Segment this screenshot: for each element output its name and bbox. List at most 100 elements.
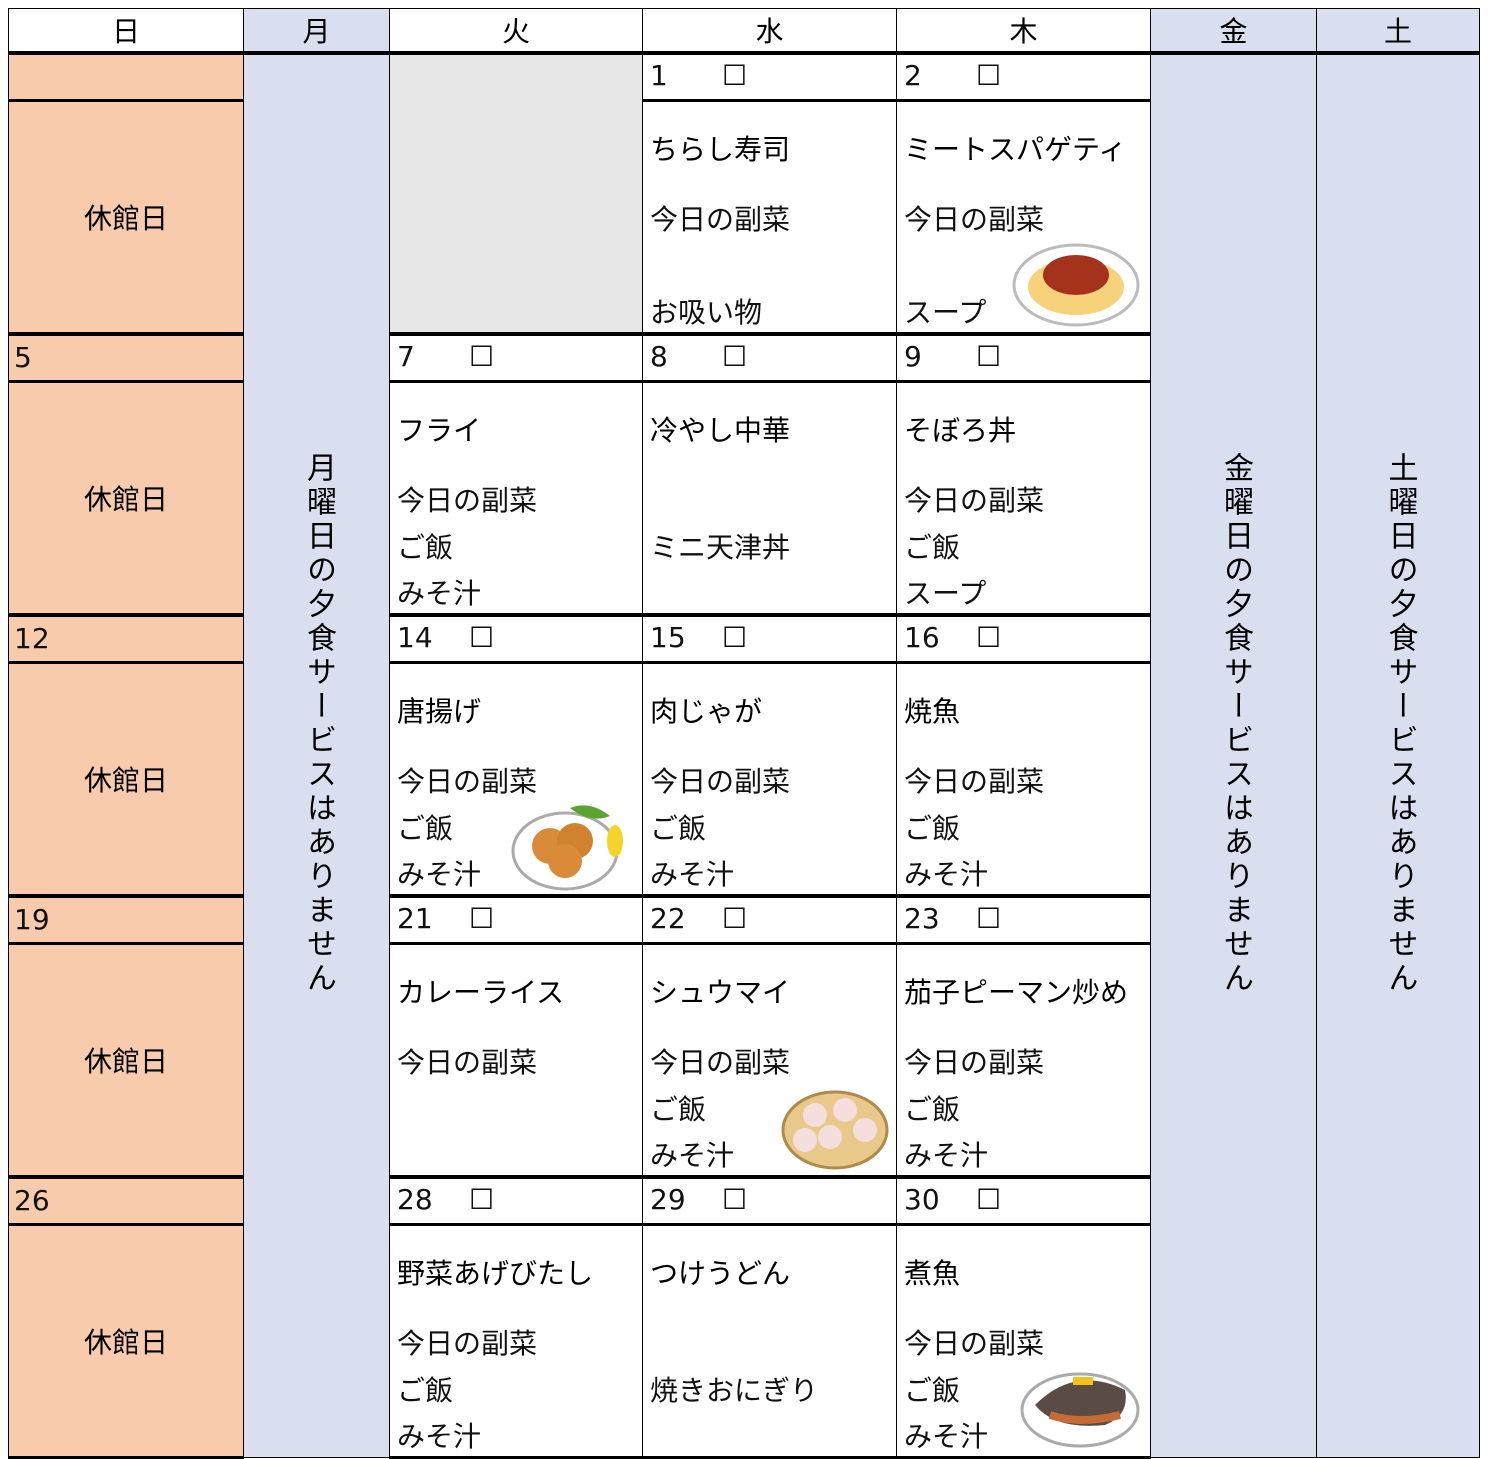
date-cell <box>642 616 897 663</box>
menu-item: みそ汁 <box>397 858 482 891</box>
menu-item: スープ <box>904 577 987 610</box>
menu-item: スープ <box>904 296 987 329</box>
date: 15 <box>650 621 686 654</box>
date: 28 <box>397 1183 433 1216</box>
sunday-date-cell <box>8 616 244 663</box>
date-cell <box>896 616 1151 663</box>
date: 29 <box>650 1183 686 1216</box>
menu-cell <box>896 944 1151 1178</box>
main-dish: フライ <box>397 414 482 447</box>
date: 19 <box>14 903 50 936</box>
menu-item: みそ汁 <box>650 858 735 891</box>
menu-cell <box>896 663 1151 897</box>
menu-item: ご飯 <box>650 1093 707 1126</box>
menu-cell <box>389 944 643 1178</box>
header-cell: 月 <box>243 8 390 54</box>
menu-item: ミニ天津丼 <box>650 531 791 564</box>
date: 30 <box>904 1183 940 1216</box>
sunday-date-cell <box>8 1178 244 1225</box>
date: 9 <box>904 340 922 373</box>
date: 26 <box>14 1184 50 1217</box>
menu-item: 今日の副菜 <box>397 1046 538 1079</box>
date: 5 <box>14 341 32 374</box>
main-dish: 煮魚 <box>904 1257 961 1290</box>
date-cell <box>389 616 643 663</box>
menu-item: みそ汁 <box>904 1139 989 1172</box>
date-cell <box>642 1178 897 1225</box>
main-dish: カレーライス <box>397 976 565 1009</box>
checkbox: ☐ <box>469 902 495 935</box>
food-illustration <box>781 1090 889 1170</box>
closed-cell: 休館日 <box>8 1225 244 1459</box>
notice-text: 月曜日の夕食サービスはありません <box>301 452 336 996</box>
main-dish: 茄子ピーマン炒め <box>904 976 1129 1009</box>
checkbox: ☐ <box>722 59 748 92</box>
empty-cell <box>389 54 643 335</box>
menu-item: ご飯 <box>650 812 707 845</box>
menu-item: みそ汁 <box>397 577 482 610</box>
menu-item: 今日の副菜 <box>397 484 538 517</box>
menu-cell <box>389 1225 643 1459</box>
date: 16 <box>904 621 940 654</box>
menu-item: お吸い物 <box>650 296 763 329</box>
date: 14 <box>397 621 433 654</box>
header-cell: 火 <box>389 8 643 54</box>
main-dish: 唐揚げ <box>397 695 482 728</box>
main-dish: シュウマイ <box>650 976 791 1009</box>
header-cell: 日 <box>8 8 244 54</box>
date: 2 <box>904 59 922 92</box>
menu-cell <box>642 1225 897 1459</box>
menu-item: 今日の副菜 <box>397 1327 538 1360</box>
menu-item: ご飯 <box>904 812 961 845</box>
menu-item: 今日の副菜 <box>397 765 538 798</box>
menu-item: みそ汁 <box>397 1420 482 1453</box>
date-cell <box>896 54 1151 101</box>
date: 22 <box>650 902 686 935</box>
menu-item: 今日の副菜 <box>904 765 1045 798</box>
main-dish: 焼魚 <box>904 695 961 728</box>
menu-cell <box>642 101 897 335</box>
date-cell <box>896 335 1151 382</box>
date: 23 <box>904 902 940 935</box>
checkbox: ☐ <box>976 340 1002 373</box>
checkbox: ☐ <box>976 902 1002 935</box>
checkbox: ☐ <box>976 1183 1002 1216</box>
header-cell: 金 <box>1150 8 1317 54</box>
date-cell <box>896 897 1151 944</box>
closed-cell: 休館日 <box>8 944 244 1178</box>
main-dish: つけうどん <box>650 1257 791 1290</box>
menu-cell <box>896 382 1151 616</box>
closed-cell: 休館日 <box>8 101 244 335</box>
menu-cell <box>389 382 643 616</box>
menu-item: みそ汁 <box>650 1139 735 1172</box>
main-dish: そぼろ丼 <box>904 414 1017 447</box>
date-cell <box>896 1178 1151 1225</box>
menu-item: 今日の副菜 <box>904 1046 1045 1079</box>
sunday-date-cell <box>8 54 244 101</box>
sunday-date-cell <box>8 897 244 944</box>
main-dish: 冷やし中華 <box>650 414 791 447</box>
menu-item: みそ汁 <box>904 858 989 891</box>
checkbox: ☐ <box>469 340 495 373</box>
main-dish: ミートスパゲティ <box>904 133 1127 166</box>
menu-item: 今日の副菜 <box>650 203 791 236</box>
date-cell <box>389 335 643 382</box>
menu-item: 今日の副菜 <box>904 1327 1045 1360</box>
checkbox: ☐ <box>722 340 748 373</box>
menu-item: ご飯 <box>397 812 454 845</box>
checkbox: ☐ <box>722 1183 748 1216</box>
menu-item: 今日の副菜 <box>904 203 1045 236</box>
menu-item: みそ汁 <box>904 1420 989 1453</box>
date: 21 <box>397 902 433 935</box>
notice-text: 金曜日の夕食サービスはありません <box>1218 452 1253 996</box>
food-illustration <box>1020 1372 1140 1448</box>
closed-cell: 休館日 <box>8 663 244 897</box>
menu-item: 今日の副菜 <box>650 765 791 798</box>
notice-text: 土曜日の夕食サービスはありません <box>1382 452 1418 996</box>
header-cell: 水 <box>642 8 897 54</box>
header-cell: 土 <box>1316 8 1480 54</box>
checkbox: ☐ <box>976 59 1002 92</box>
header-cell: 木 <box>896 8 1151 54</box>
menu-item: 焼きおにぎり <box>650 1374 819 1407</box>
checkbox: ☐ <box>722 902 748 935</box>
